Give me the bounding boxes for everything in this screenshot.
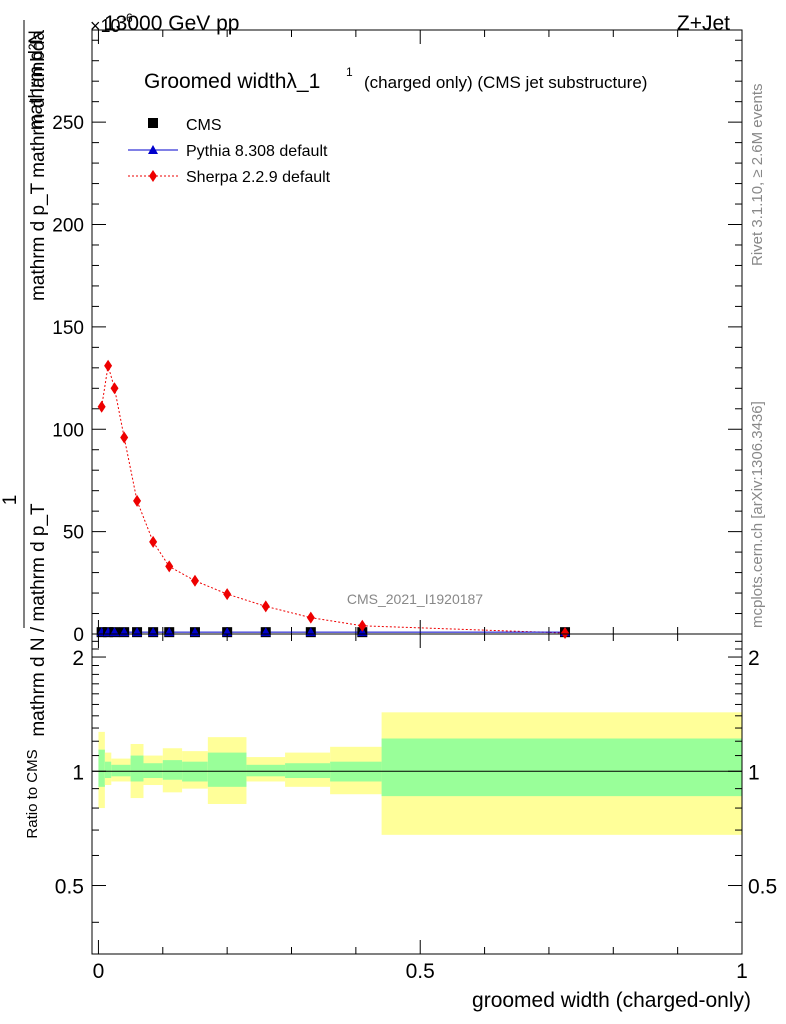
legend-sherpa-marker <box>149 170 157 182</box>
y-label-denominator: mathrm d p_T mathrm d lambda <box>28 30 49 301</box>
sherpa-point <box>165 560 174 573</box>
y-label-lhs-denominator: mathrm d N / mathrm d p_T <box>28 503 49 737</box>
ratio-band-green <box>162 760 183 780</box>
x-tick-label: 0 <box>93 960 105 983</box>
ratio-axis-ticks: 0.5 0.5 1 1 2 2 0 0.5 1 <box>55 634 777 983</box>
legend-pythia-marker <box>148 145 158 154</box>
sherpa-point <box>190 574 199 587</box>
sherpa-point <box>120 431 129 444</box>
main-panel: 0 50 100 150 200 250 Groomed widthλ_1 1 (char… <box>52 29 743 646</box>
sherpa-line <box>101 365 566 634</box>
ratio-y-tick-label-right: 1 <box>748 761 760 784</box>
exponent-power: -6 <box>122 11 133 25</box>
y-label-numerator: mathrm d²N <box>26 30 47 130</box>
header-energy-label: 13000 GeV pp <box>104 12 239 35</box>
ratio-frame <box>91 633 743 955</box>
sherpa-point <box>133 494 142 507</box>
ratio-y-tick-label: 2 <box>72 647 84 670</box>
header-process-label: Z+Jet <box>677 12 730 35</box>
ratio-band-green <box>130 755 144 782</box>
analysis-watermark: CMS_2021_I1920187 <box>347 591 483 607</box>
chart-title: Groomed widthλ_1 <box>144 70 320 93</box>
legend-cms-label: CMS <box>186 117 222 134</box>
ratio-y-axis-label: Ratio to CMS <box>24 749 41 838</box>
mcplots-label: mcplots.cern.ch [arXiv:1306.3436] <box>749 401 766 628</box>
legend: CMS Pythia 8.308 default Sherpa 2.2.9 de… <box>128 117 331 186</box>
ratio-band-green <box>246 764 286 777</box>
y-tick-label: 200 <box>52 216 84 237</box>
ratio-y-tick-label: 1 <box>72 761 84 784</box>
legend-pythia-label: Pythia 8.308 default <box>186 143 328 160</box>
y-tick-label: 250 <box>52 113 84 134</box>
chart-subtitle: (charged only) (CMS jet substructure) <box>364 73 647 92</box>
y-tick-label: 0 <box>73 625 84 646</box>
main-series <box>96 359 571 639</box>
ratio-band-green <box>104 761 112 779</box>
ratio-band-green <box>207 752 247 787</box>
sherpa-point <box>223 588 232 601</box>
ratio-band-green <box>143 763 163 779</box>
y-tick-label: 100 <box>52 420 84 441</box>
ratio-panel: 0.5 0.5 1 1 2 2 0 0.5 1 Ratio to CMS groomed wid… <box>24 633 777 1012</box>
rivet-version-label: Rivet 3.1.10, ≥ 2.6M events <box>749 84 766 267</box>
sherpa-point <box>97 400 106 413</box>
sherpa-point <box>358 619 367 632</box>
y-tick-label: 150 <box>52 318 84 339</box>
ratio-y-tick-label-right: 0.5 <box>748 876 777 899</box>
sherpa-point <box>306 611 315 624</box>
chart-title-superscript: 1 <box>346 65 353 79</box>
ratio-y-tick-label-right: 2 <box>748 647 760 670</box>
y-tick-label: 50 <box>63 523 84 544</box>
sherpa-point <box>261 600 270 613</box>
ratio-y-tick-label: 0.5 <box>55 876 84 899</box>
sherpa-point <box>104 359 113 372</box>
x-axis-label: groomed width (charged-only) <box>472 989 751 1012</box>
x-tick-label: 0.5 <box>406 960 435 983</box>
main-y-axis-label: mathrm d²N mathrm d p_T mathrm d lambda … <box>0 20 49 737</box>
sherpa-point <box>149 535 158 548</box>
ratio-band-green <box>111 764 131 777</box>
ratio-bands <box>98 712 742 835</box>
sherpa-point <box>110 382 119 395</box>
y-label-lhs-numerator: 1 <box>0 495 21 506</box>
legend-cms-marker <box>148 118 158 128</box>
ratio-band-green <box>98 749 105 787</box>
exponent-label: ×10 <box>90 16 121 36</box>
legend-sherpa-label: Sherpa 2.2.9 default <box>186 169 331 186</box>
sherpa-point <box>561 626 570 639</box>
ratio-band-green <box>285 763 331 779</box>
main-axis-ticks: 0 50 100 150 200 250 <box>52 30 743 646</box>
ratio-band-green <box>381 738 742 797</box>
x-tick-label: 1 <box>736 960 748 983</box>
